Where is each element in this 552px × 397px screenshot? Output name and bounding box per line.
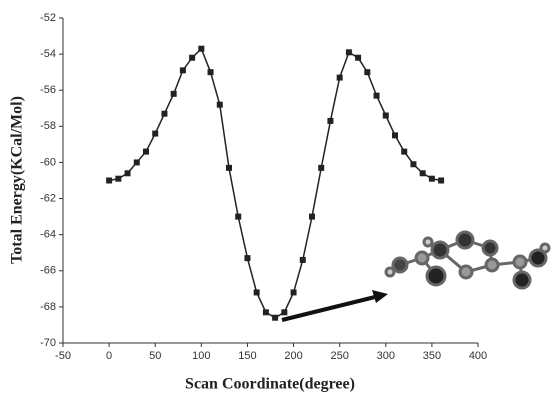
marker	[208, 69, 214, 75]
arrow	[282, 297, 375, 320]
marker	[309, 214, 315, 220]
marker	[410, 161, 416, 167]
marker	[115, 176, 121, 182]
marker	[180, 67, 186, 73]
y-tick-label: -66	[40, 265, 56, 277]
marker	[355, 55, 361, 61]
marker	[272, 315, 278, 321]
x-tick-label: 350	[423, 350, 441, 362]
y-tick-label: -52	[40, 12, 56, 24]
line	[109, 49, 441, 318]
marker	[226, 165, 232, 171]
x-tick-label: 300	[377, 350, 395, 362]
y-tick-label: -54	[40, 48, 56, 60]
marker	[189, 55, 195, 61]
y-tick-label: -70	[40, 337, 56, 349]
y-axis-title: Total Energy(KCal/Mol)	[9, 96, 26, 264]
x-tick-label: 0	[106, 350, 112, 362]
y-tick-label: -58	[40, 120, 56, 132]
marker	[346, 49, 352, 55]
marker	[198, 46, 204, 52]
marker	[318, 165, 324, 171]
marker	[300, 257, 306, 263]
y-tick-label: -64	[40, 229, 56, 241]
marker	[161, 111, 167, 117]
x-tick-label: 150	[238, 350, 256, 362]
marker	[383, 113, 389, 119]
x-tick-label: 200	[284, 350, 302, 362]
marker	[438, 178, 444, 184]
marker	[244, 255, 250, 261]
marker	[364, 69, 370, 75]
x-tick-label: 250	[330, 350, 348, 362]
marker	[134, 159, 140, 165]
y-tick-label: -56	[40, 84, 56, 96]
y-tick-label: -68	[40, 301, 56, 313]
marker	[143, 149, 149, 155]
marker	[327, 118, 333, 124]
chart: Scan Coordinate(degree) Total Energy(KCa…	[0, 0, 552, 397]
marker	[291, 289, 297, 295]
x-tick-label: -50	[55, 350, 71, 362]
marker	[281, 309, 287, 315]
y-tick-label: -60	[40, 156, 56, 168]
x-tick-label: 50	[149, 350, 161, 362]
molecule	[386, 232, 549, 288]
marker	[125, 170, 131, 176]
marker	[171, 91, 177, 97]
marker	[429, 176, 435, 182]
marker	[392, 132, 398, 138]
y-tick-label: -62	[40, 192, 56, 204]
x-tick-label: 100	[192, 350, 210, 362]
marker	[337, 75, 343, 81]
marker	[217, 102, 223, 108]
x-axis-title: Scan Coordinate(degree)	[185, 376, 355, 393]
marker	[401, 149, 407, 155]
x-tick-label: 400	[469, 350, 487, 362]
marker	[235, 214, 241, 220]
marker	[374, 93, 380, 99]
arrow-head	[372, 290, 388, 303]
marker	[106, 178, 112, 184]
marker	[263, 309, 269, 315]
marker	[152, 131, 158, 137]
marker	[420, 170, 426, 176]
marker	[254, 289, 260, 295]
